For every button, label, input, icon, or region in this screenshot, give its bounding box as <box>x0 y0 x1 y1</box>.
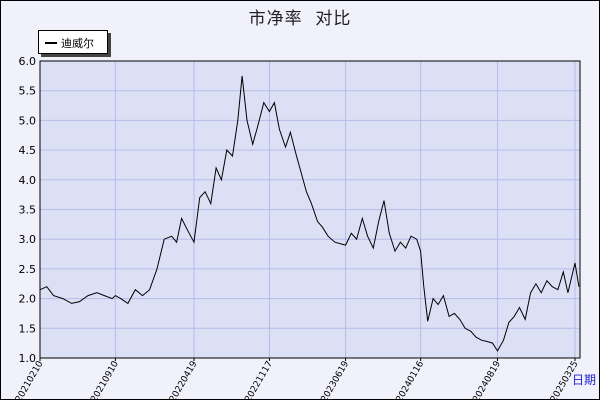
x-tick-label: 20240819 <box>472 359 504 400</box>
y-tick-label: 6.0 <box>19 55 37 68</box>
y-tick-label: 2.5 <box>19 263 37 276</box>
y-axis-ticks: 1.0 1.5 2.0 2.5 3.0 3.5 4.0 4.5 5.0 5.5 6.0 <box>19 55 37 365</box>
y-tick-label: 5.5 <box>19 85 37 98</box>
chart-title: 市净率 对比 <box>248 9 352 29</box>
x-tick-label: 20230619 <box>320 359 352 400</box>
y-tick-label: 2.0 <box>19 293 37 306</box>
x-tick-label: 20221117 <box>243 360 275 400</box>
legend: 迪威尔 <box>38 30 108 54</box>
plot-border <box>39 60 581 359</box>
legend-series-label: 迪威尔 <box>61 37 94 50</box>
y-tick-label: 4.5 <box>19 144 37 157</box>
y-tick-label: 3.5 <box>19 204 37 217</box>
legend-swatch <box>45 42 57 44</box>
x-tick-label: 20220419 <box>168 359 200 400</box>
y-tick-label: 1.5 <box>19 322 37 335</box>
x-axis-ticks: 20210210 20210910 20220419 20221117 20230619… <box>14 358 581 400</box>
x-axis-label: 日期 <box>572 373 596 387</box>
x-tick-label: 20210210 <box>14 359 46 400</box>
y-tick-label: 4.0 <box>19 174 37 187</box>
y-tick-label: 3.0 <box>19 233 37 246</box>
y-tick-label: 5.0 <box>19 114 37 127</box>
x-tick-label: 20210910 <box>89 359 121 400</box>
x-tick-label: 20240116 <box>395 359 427 400</box>
y-tick-label: 1.0 <box>19 352 37 365</box>
series-line-diwei <box>39 75 580 352</box>
